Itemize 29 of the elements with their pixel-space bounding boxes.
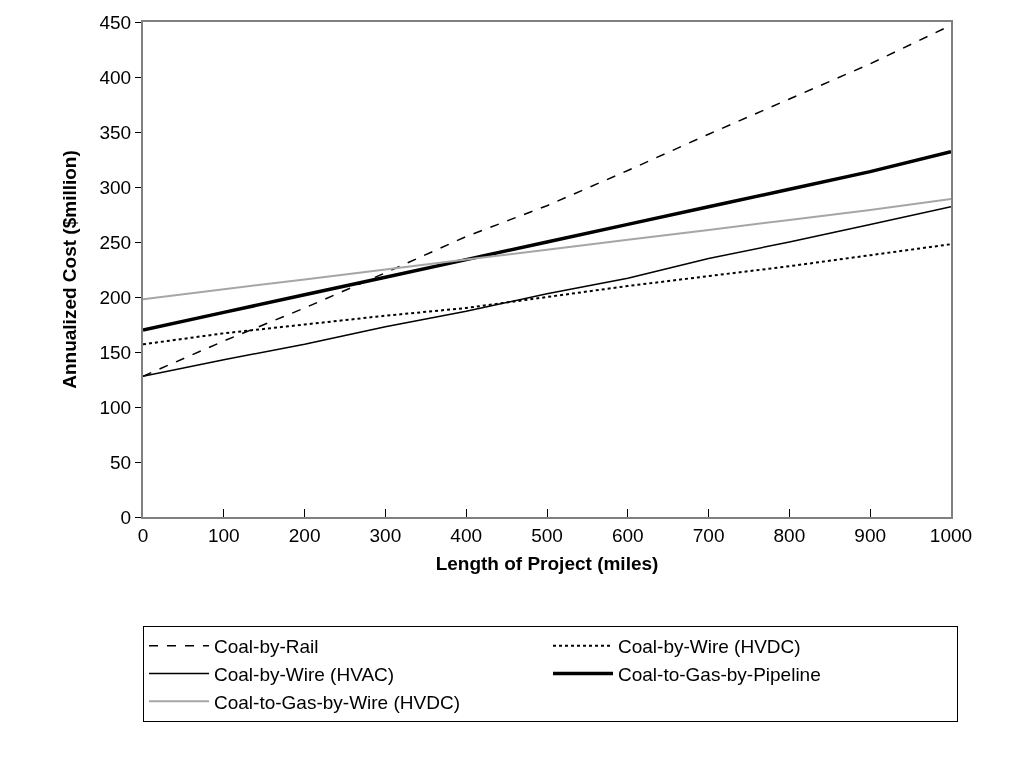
y-tick-label: 450 (99, 11, 132, 33)
legend-label: Coal-to-Gas-by-Wire (HVDC) (214, 691, 460, 713)
x-tick-label: 1000 (929, 524, 973, 546)
y-tick-label: 200 (99, 286, 132, 308)
y-tick-label: 400 (99, 66, 132, 88)
y-tick-label: 350 (99, 121, 132, 143)
x-tick-label: 900 (854, 524, 887, 546)
y-axis-title: Annualized Cost ($million) (58, 150, 80, 389)
legend-label: Coal-to-Gas-by-Pipeline (618, 663, 821, 685)
y-tick-label: 300 (99, 176, 132, 198)
y-tick-label: 50 (110, 451, 132, 473)
legend-label: Coal-by-Wire (HVAC) (214, 663, 395, 685)
x-tick-label: 800 (773, 524, 806, 546)
x-tick-label: 200 (288, 524, 321, 546)
y-tick-label: 0 (120, 506, 132, 528)
x-tick-label: 500 (531, 524, 563, 546)
legend-label: Coal-by-Rail (214, 636, 319, 658)
x-tick-label: 0 (137, 524, 149, 546)
legend-label: Coal-by-Wire (HVDC) (618, 636, 801, 658)
line-series (143, 198, 951, 301)
x-tick-label: 600 (611, 524, 644, 546)
x-tick-label: 400 (450, 524, 483, 546)
x-tick-label: 300 (369, 524, 402, 546)
x-tick-label: 100 (207, 524, 240, 546)
y-tick-label: 250 (99, 231, 132, 253)
y-tick-label: 150 (99, 341, 132, 363)
x-tick-label: 700 (692, 524, 725, 546)
y-tick-label: 100 (99, 396, 132, 418)
x-axis-title: Length of Project (miles) (435, 553, 659, 575)
